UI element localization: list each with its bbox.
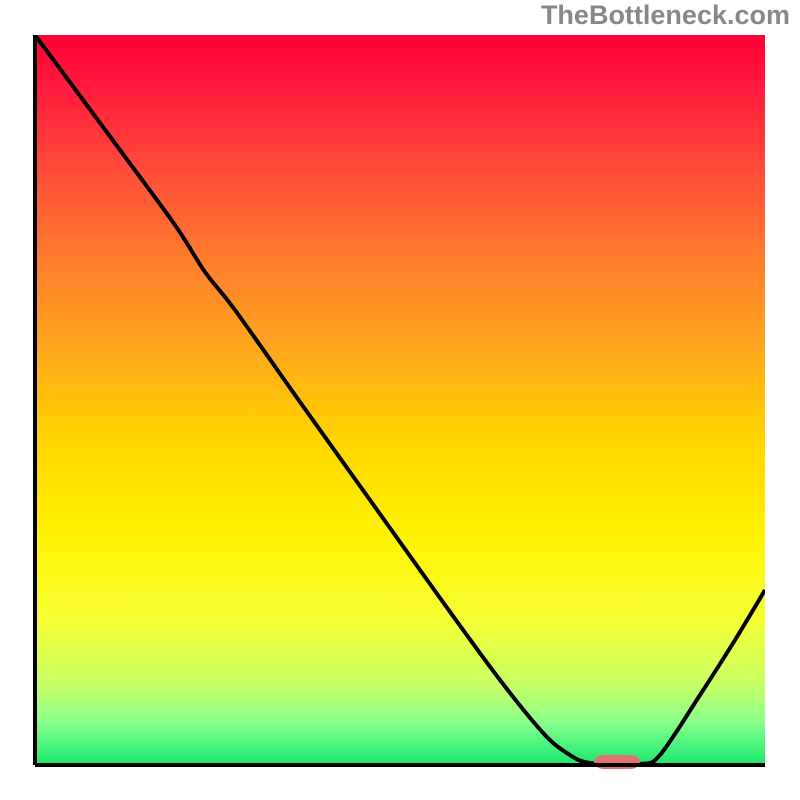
attribution-text: TheBottleneck.com <box>541 0 790 31</box>
chart-container: TheBottleneck.com <box>0 0 800 800</box>
gradient-background <box>35 35 765 765</box>
bottleneck-chart <box>0 0 800 800</box>
